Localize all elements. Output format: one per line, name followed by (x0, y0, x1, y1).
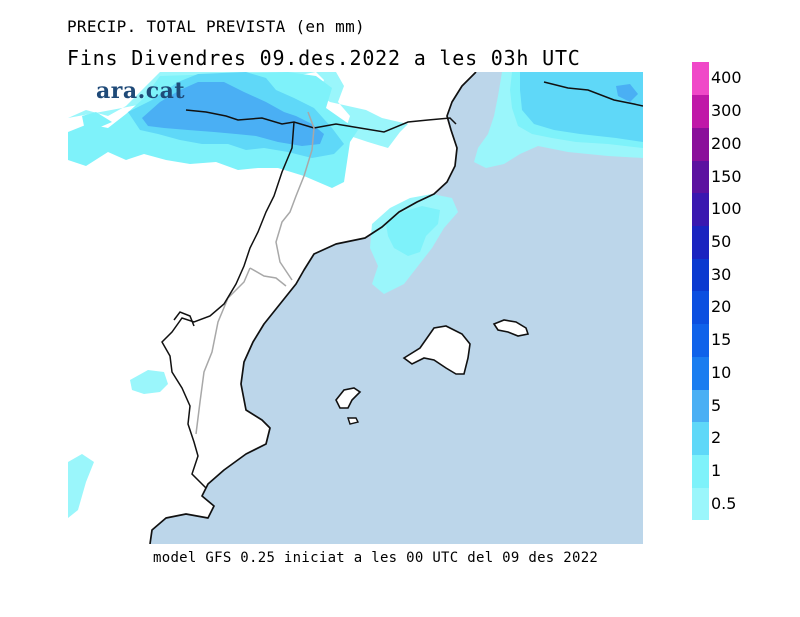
legend-label: 15 (711, 330, 732, 350)
precip-pyrenees-10mm (142, 82, 324, 146)
legend-swatch (692, 225, 709, 259)
precip-coastal-2mm (386, 206, 440, 256)
legend-swatch (692, 421, 709, 456)
legend-label: 400 (711, 68, 742, 88)
legend-label: 0.5 (711, 493, 737, 513)
legend-label: 30 (711, 264, 732, 284)
regional-border-valencia (195, 267, 287, 435)
legend-label: 150 (711, 166, 742, 186)
coastline (149, 72, 477, 544)
legend-swatch (692, 291, 709, 325)
legend-label: 10 (711, 362, 732, 382)
legend-label: 20 (711, 297, 732, 317)
legend-swatch (692, 454, 709, 488)
precip-south-1mm (130, 370, 168, 394)
spain-inland-border-2 (173, 311, 195, 327)
legend-swatch (692, 127, 709, 161)
legend-label: 5 (711, 395, 722, 415)
northeast-coast-border (543, 81, 643, 107)
model-info-footer: model GFS 0.25 iniciat a les 00 UTC del … (153, 550, 599, 566)
legend-swatch (692, 192, 709, 227)
legend-swatch (692, 487, 709, 521)
legend-swatch (692, 94, 709, 128)
legend-label: 2 (711, 428, 722, 448)
eivissa-island (335, 387, 362, 409)
legend-swatch (692, 389, 709, 423)
map-title: PRECIP. TOTAL PREVISTA (en mm) (67, 17, 365, 36)
legend-swatch (692, 323, 709, 357)
formentera-island (347, 417, 360, 425)
precip-northeast-10mm (616, 84, 638, 102)
precip-pyrenees-2mm-small (82, 112, 112, 128)
spain-inland-border (161, 121, 295, 489)
legend-swatch (692, 258, 709, 292)
legend-label: 50 (711, 231, 732, 251)
precip-southwest-1mm (68, 454, 94, 518)
legend-swatch (692, 62, 709, 96)
legend-swatch (692, 160, 709, 194)
precipitation-map (68, 72, 643, 544)
legend-label: 200 (711, 133, 742, 153)
mallorca-island (402, 325, 471, 375)
land-mass (68, 72, 476, 544)
legend-label: 1 (711, 460, 722, 480)
regional-border-catalonia (275, 111, 315, 281)
ara-cat-logo: ara.cat (96, 78, 186, 104)
precip-legend-bar (692, 62, 709, 521)
legend-label: 100 (711, 199, 742, 219)
legend-swatch (692, 356, 709, 390)
precip-northeast-5mm (520, 72, 643, 142)
legend-label: 300 (711, 101, 742, 121)
menorca-island (492, 319, 530, 337)
map-subtitle: Fins Divendres 09.des.2022 a les 03h UTC (67, 46, 581, 70)
